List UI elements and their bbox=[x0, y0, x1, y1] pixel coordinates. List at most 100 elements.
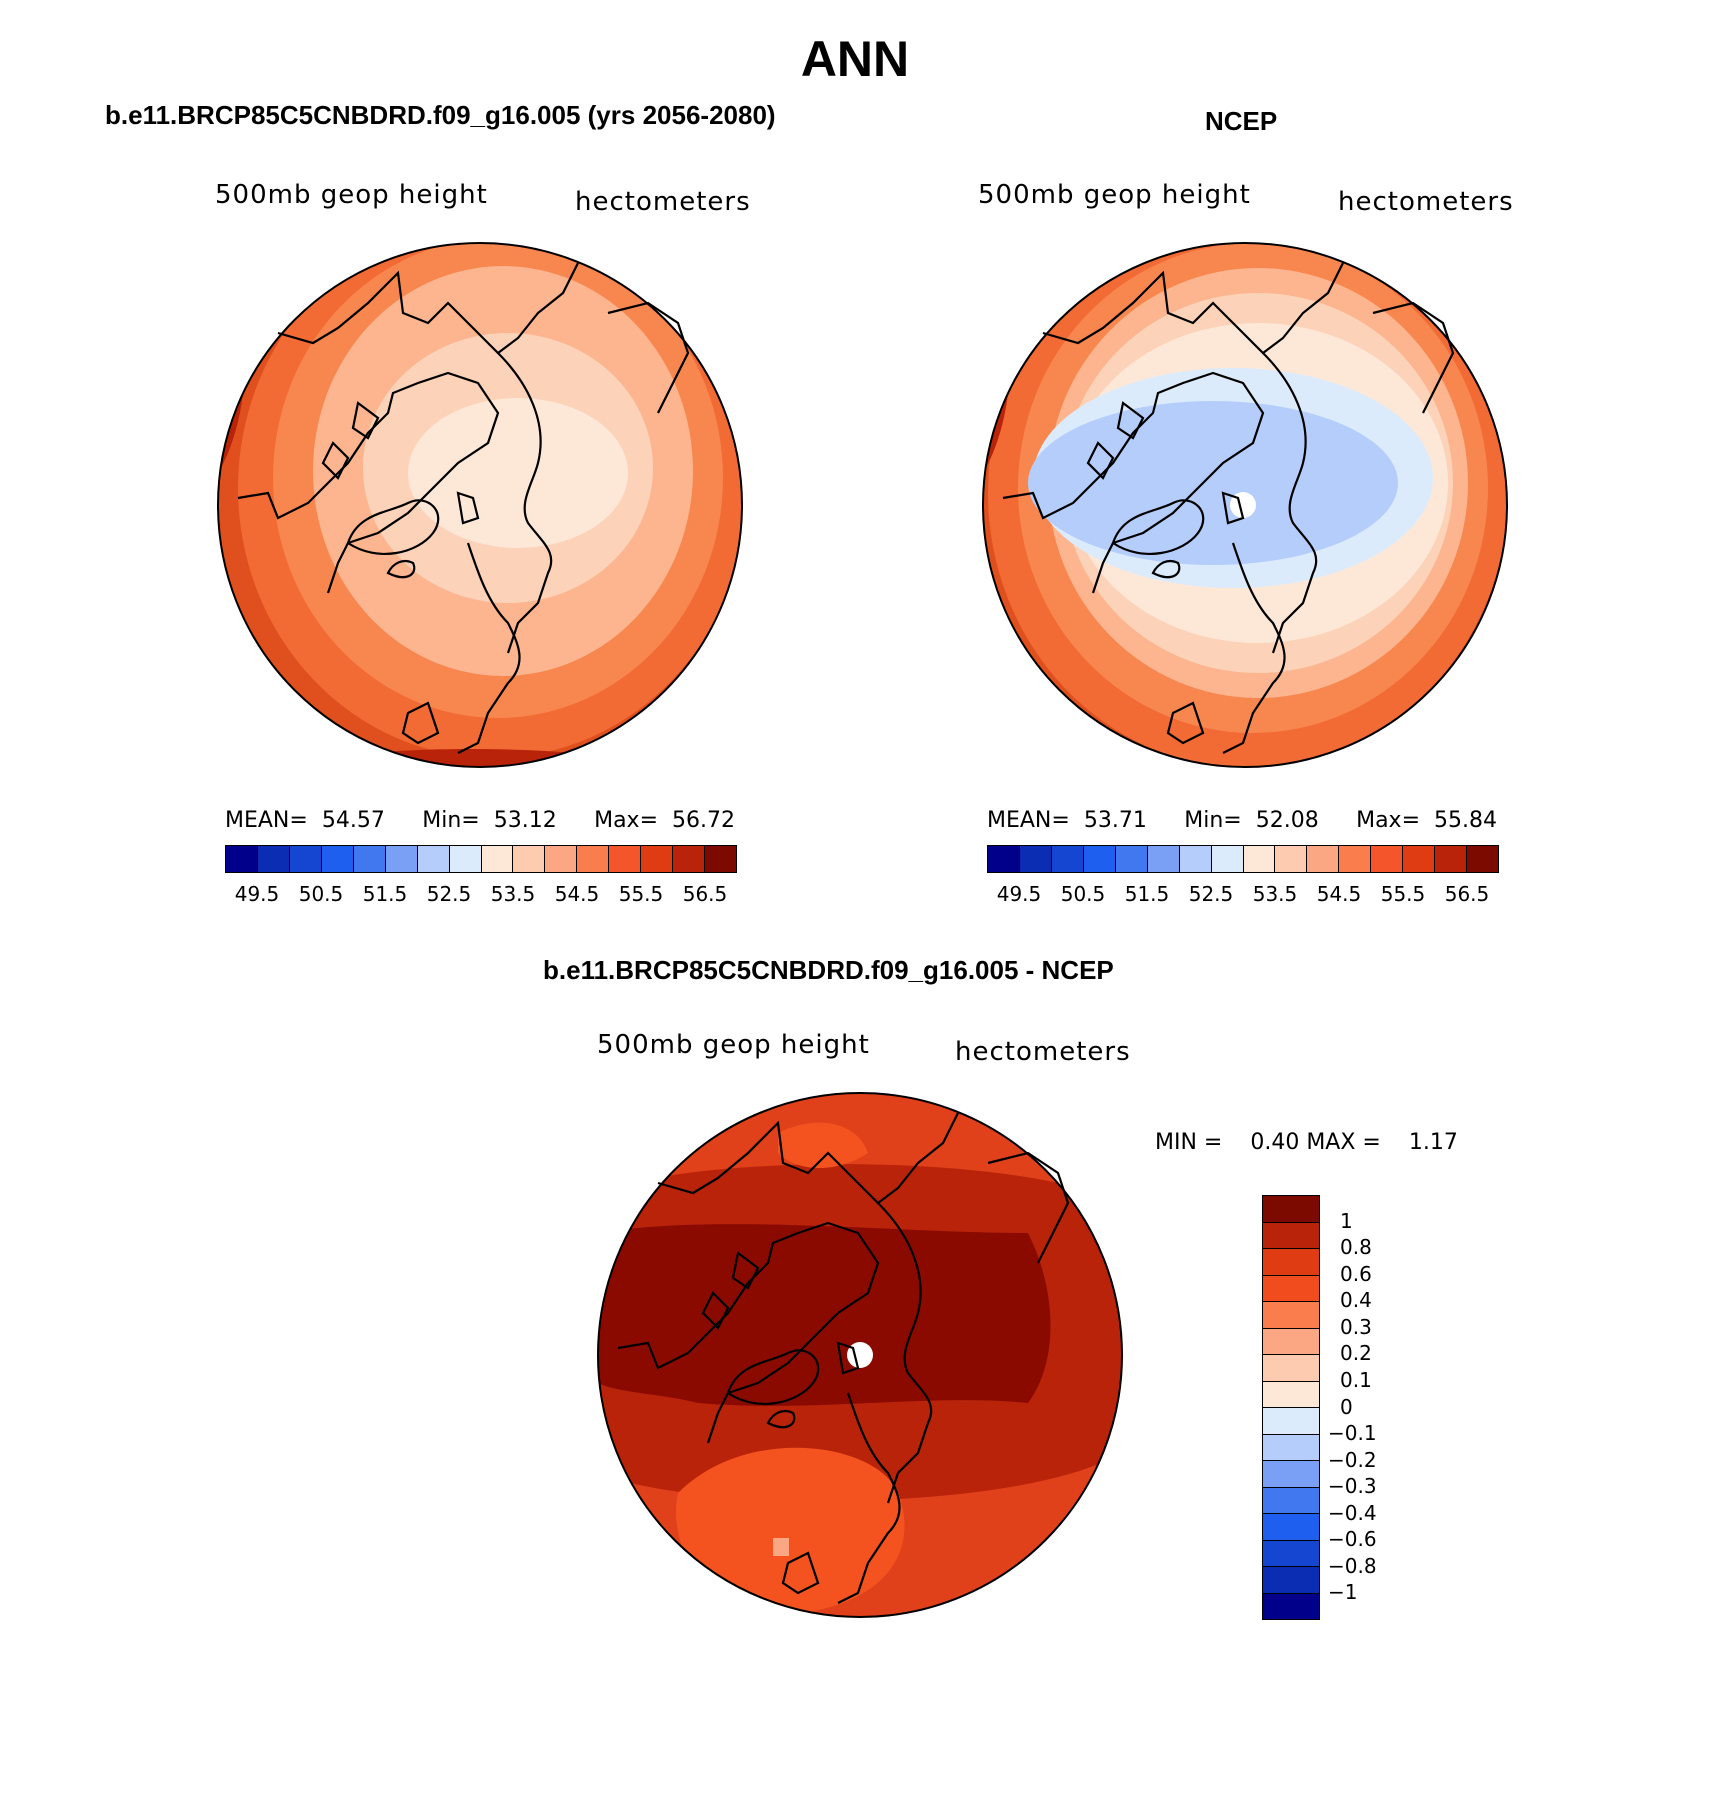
model-variable-label: 500mb geop height bbox=[215, 180, 488, 210]
colorbar-tick-label: 54.5 bbox=[554, 882, 600, 906]
obs-stats: MEAN= 53.71 Min= 52.08 Max= 55.84 bbox=[987, 808, 1497, 833]
colorbar-swatch bbox=[1263, 1461, 1319, 1488]
colorbar-swatch bbox=[449, 846, 482, 872]
colorbar-swatch bbox=[1263, 1355, 1319, 1382]
colorbar-swatch bbox=[545, 846, 578, 872]
colorbar-swatch bbox=[481, 846, 514, 872]
coastline bbox=[401, 701, 440, 745]
coastline bbox=[456, 491, 480, 525]
coastline bbox=[237, 371, 500, 594]
max-value: 55.84 bbox=[1434, 808, 1497, 833]
colorbar-swatch bbox=[1243, 846, 1276, 872]
coastline bbox=[1151, 559, 1181, 579]
diff-units-label: hectometers bbox=[955, 1037, 1131, 1067]
max-value: 1.17 bbox=[1408, 1130, 1458, 1155]
colorbar-swatch bbox=[321, 846, 354, 872]
diff-polar-map bbox=[597, 1092, 1123, 1618]
coastline bbox=[1116, 401, 1145, 440]
max-label: Max= bbox=[1356, 808, 1421, 833]
diff-contour-band bbox=[676, 1447, 905, 1617]
colorbar-tick-label: 49.5 bbox=[234, 882, 280, 906]
diff-contour-band bbox=[773, 1538, 789, 1556]
colorbar-swatch bbox=[353, 846, 386, 872]
diff-variable-label: 500mb geop height bbox=[597, 1030, 870, 1060]
colorbar-swatch bbox=[289, 846, 322, 872]
colorbar-swatch bbox=[1263, 1275, 1319, 1302]
diff-panel-title: b.e11.BRCP85C5CNBDRD.f09_g16.005 - NCEP bbox=[543, 955, 1114, 985]
colorbar-swatch bbox=[1051, 846, 1084, 872]
diff-stats: MIN = 0.40 MAX = 1.17 bbox=[1155, 1130, 1458, 1155]
coastline bbox=[346, 499, 440, 555]
colorbar-tick-label: 52.5 bbox=[1188, 882, 1234, 906]
coastline bbox=[1002, 371, 1265, 594]
coastline bbox=[351, 401, 380, 440]
colorbar-swatch bbox=[1435, 846, 1468, 872]
model-contour-band bbox=[218, 313, 232, 433]
mean-label: MEAN= bbox=[225, 808, 308, 833]
colorbar-swatch bbox=[257, 846, 290, 872]
coastline bbox=[497, 352, 553, 654]
obs-variable-label: 500mb geop height bbox=[978, 180, 1251, 210]
coastline bbox=[321, 441, 350, 480]
colorbar-swatch bbox=[417, 846, 450, 872]
model-panel-title: b.e11.BRCP85C5CNBDRD.f09_g16.005 (yrs 20… bbox=[105, 100, 776, 130]
colorbar-tick-label: 51.5 bbox=[362, 882, 408, 906]
colorbar-tick-label: 52.5 bbox=[426, 882, 472, 906]
colorbar-swatch bbox=[641, 846, 674, 872]
colorbar-swatch bbox=[513, 846, 546, 872]
colorbar-tick-label: 53.5 bbox=[1252, 882, 1298, 906]
diff-contour-band bbox=[598, 1224, 1051, 1406]
colorbar-swatch bbox=[1263, 1381, 1319, 1408]
obs-panel-title: NCEP bbox=[1205, 106, 1278, 136]
max-label: MAX = bbox=[1306, 1130, 1381, 1155]
colorbar-swatch bbox=[1019, 846, 1052, 872]
coastline bbox=[1166, 701, 1205, 745]
model-colorbar bbox=[225, 845, 737, 873]
colorbar-tick-label: 0.4 bbox=[1340, 1288, 1372, 1313]
model-polar-map bbox=[217, 242, 743, 768]
colorbar-swatch bbox=[1263, 1514, 1319, 1541]
coastline bbox=[277, 262, 579, 355]
min-label: MIN = bbox=[1155, 1130, 1223, 1155]
pole-marker bbox=[847, 1342, 873, 1368]
coastline bbox=[766, 1409, 796, 1429]
colorbar-swatch bbox=[1211, 846, 1244, 872]
coastline bbox=[1222, 542, 1286, 754]
colorbar-swatch bbox=[1115, 846, 1148, 872]
colorbar-tick-label: 0.2 bbox=[1340, 1341, 1372, 1366]
coastline bbox=[877, 1202, 933, 1504]
colorbar-swatch bbox=[1179, 846, 1212, 872]
colorbar-swatch bbox=[1263, 1328, 1319, 1355]
colorbar-swatch bbox=[1263, 1434, 1319, 1461]
colorbar-swatch bbox=[1263, 1222, 1319, 1249]
map-border bbox=[982, 242, 1508, 768]
colorbar-swatch bbox=[1263, 1567, 1319, 1594]
model-units-label: hectometers bbox=[575, 187, 751, 217]
obs-polar-map bbox=[982, 242, 1508, 768]
colorbar-tick-label: 51.5 bbox=[1124, 882, 1170, 906]
colorbar-swatch bbox=[1275, 846, 1308, 872]
colorbar-swatch bbox=[1263, 1540, 1319, 1567]
mean-value: 54.57 bbox=[321, 808, 385, 833]
colorbar-tick-label: 0.1 bbox=[1340, 1367, 1372, 1392]
colorbar-swatch bbox=[609, 846, 642, 872]
colorbar-tick-label: 1 bbox=[1340, 1208, 1353, 1233]
colorbar-tick-label: 50.5 bbox=[1060, 882, 1106, 906]
coastline bbox=[701, 1291, 730, 1330]
colorbar-tick-label: −0.8 bbox=[1328, 1553, 1377, 1578]
mean-value: 53.71 bbox=[1083, 808, 1147, 833]
colorbar-tick-label: −1 bbox=[1328, 1580, 1358, 1605]
colorbar-swatch bbox=[1339, 846, 1372, 872]
colorbar-tick-label: −0.4 bbox=[1328, 1500, 1377, 1525]
colorbar-swatch bbox=[1263, 1487, 1319, 1514]
colorbar-tick-label: 0 bbox=[1340, 1394, 1353, 1419]
colorbar-tick-label: −0.1 bbox=[1328, 1421, 1377, 1446]
colorbar-swatch bbox=[1147, 846, 1180, 872]
colorbar-swatch bbox=[1263, 1249, 1319, 1276]
obs-contour-band bbox=[1028, 401, 1398, 565]
diff-colorbar-ticks: 1 0.8 0.6 0.4 0.3 0.2 0.1 0 −0.1 −0.2 −0.3 −0.4 −0.6… bbox=[1320, 1195, 1400, 1620]
obs-colorbar bbox=[987, 845, 1499, 873]
colorbar-tick-label: 56.5 bbox=[1444, 882, 1490, 906]
colorbar-tick-label: 0.6 bbox=[1340, 1261, 1372, 1286]
coastline bbox=[781, 1551, 820, 1595]
